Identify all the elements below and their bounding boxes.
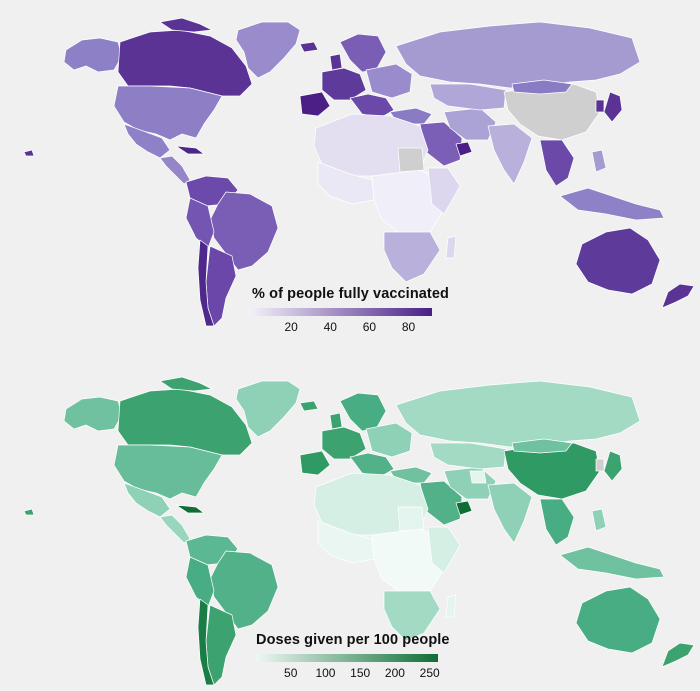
vaccination-legend: % of people fully vaccinated 20 40 60 80 (252, 286, 449, 336)
legend-tick-label: 200 (384, 666, 405, 680)
region-mongolia (511, 438, 573, 454)
region-southeast-asia (539, 498, 575, 546)
region-western-europe (321, 67, 367, 101)
region-southern-europe (349, 452, 395, 478)
legend-tick-label: 150 (350, 666, 371, 680)
region-new-zealand (661, 283, 695, 309)
legend-ticks: 50 100 150 200 250 (256, 666, 440, 682)
region-pacific-islands (23, 508, 35, 516)
region-sudan (397, 506, 425, 532)
region-caribbean (175, 504, 205, 514)
region-east-africa (427, 526, 461, 574)
region-sudan (397, 147, 425, 173)
region-caribbean (175, 145, 205, 155)
region-iceland (299, 41, 319, 53)
region-uk (329, 412, 343, 430)
vaccination-map-panel: % of people fully vaccinated 20 40 60 80 (0, 0, 700, 340)
region-east-africa (427, 167, 461, 215)
region-iberia (299, 450, 331, 476)
world-map-doses (23, 376, 695, 686)
region-greenland (235, 21, 301, 79)
region-philippines (591, 149, 607, 173)
region-argentina (205, 245, 237, 327)
region-western-europe (321, 426, 367, 460)
region-central-asia (429, 442, 507, 470)
region-usa (113, 444, 223, 500)
region-iberia (299, 91, 331, 117)
region-mongolia (511, 79, 573, 95)
region-russia (395, 380, 641, 448)
region-southern-africa (383, 231, 441, 283)
region-argentina (205, 604, 237, 686)
region-iceland (299, 400, 319, 412)
region-uae (455, 500, 473, 516)
world-map-vaccinated (23, 17, 695, 327)
region-maritime-sea (559, 187, 665, 221)
region-maritime-sea (559, 546, 665, 580)
region-philippines (591, 508, 607, 532)
region-scandinavia (339, 392, 387, 432)
region-australia (575, 227, 661, 295)
region-japan (603, 91, 623, 123)
region-new-zealand (661, 642, 695, 668)
region-madagascar (445, 594, 457, 618)
region-south-asia (487, 123, 533, 185)
region-central-america (159, 514, 191, 544)
region-korea (595, 99, 605, 113)
region-afghanistan (469, 470, 487, 484)
legend-ticks: 20 40 60 80 (252, 320, 432, 336)
region-madagascar (445, 235, 457, 259)
legend-tick-label: 100 (315, 666, 336, 680)
legend-color-bar (252, 308, 432, 316)
region-usa (113, 85, 223, 141)
region-south-asia (487, 482, 533, 544)
region-uae (455, 141, 473, 157)
region-scandinavia (339, 33, 387, 73)
region-west-africa (317, 161, 375, 205)
legend-tick-label: 250 (419, 666, 440, 680)
legend-tick-label: 50 (284, 666, 298, 680)
region-korea (595, 458, 605, 472)
region-canada-islands (159, 17, 213, 33)
region-pacific-islands (23, 149, 35, 157)
legend-title: % of people fully vaccinated (252, 286, 449, 302)
region-southern-europe (349, 93, 395, 119)
region-eastern-europe (365, 422, 413, 458)
region-central-america (159, 155, 191, 185)
region-japan (603, 450, 623, 482)
region-west-africa (317, 520, 375, 564)
region-chile (197, 239, 215, 327)
region-canada-islands (159, 376, 213, 392)
region-uk (329, 53, 343, 71)
region-australia (575, 586, 661, 654)
legend-title: Doses given per 100 people (256, 632, 450, 648)
legend-tick-label: 20 (284, 320, 298, 334)
region-eastern-europe (365, 63, 413, 99)
legend-color-bar (256, 654, 438, 662)
region-southeast-asia (539, 139, 575, 187)
region-alaska (63, 396, 123, 432)
doses-map-panel: Doses given per 100 people 50 100 150 20… (0, 345, 700, 691)
region-central-asia (429, 83, 507, 111)
legend-tick-label: 40 (323, 320, 337, 334)
region-greenland (235, 380, 301, 438)
region-alaska (63, 37, 123, 73)
region-brazil (209, 191, 279, 271)
region-chile (197, 598, 215, 686)
legend-tick-label: 80 (401, 320, 416, 334)
region-russia (395, 21, 641, 89)
region-brazil (209, 550, 279, 630)
region-southern-africa (383, 590, 441, 642)
legend-tick-label: 60 (362, 320, 377, 334)
doses-legend: Doses given per 100 people 50 100 150 20… (256, 632, 450, 682)
